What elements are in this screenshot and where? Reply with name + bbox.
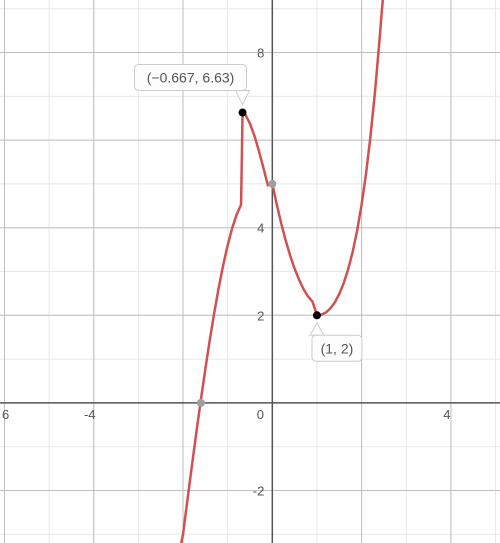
y-tick-label: 4 [257, 221, 264, 236]
chart-container: -4 0 4 -2 2 4 8 6 (−0.667, 6.63) (1, 2) [0, 0, 500, 543]
y-tick-label: 8 [257, 46, 264, 61]
x-tick-label: -4 [84, 407, 96, 422]
curve-plot: -4 0 4 -2 2 4 8 6 (−0.667, 6.63) (1, 2) [0, 0, 500, 543]
intercept-point [197, 399, 205, 407]
x-tick-label: 4 [443, 407, 450, 422]
extremum-point [313, 311, 321, 319]
extremum-point [239, 109, 247, 117]
intercept-point [268, 180, 276, 188]
y-tick-label: 2 [257, 308, 264, 323]
callout-label: (1, 2) [321, 340, 354, 356]
callout-label: (−0.667, 6.63) [147, 70, 235, 86]
x-tick-label: 0 [257, 407, 264, 422]
y-tick-label: -2 [253, 483, 265, 498]
x-tick-label-edge: 6 [2, 407, 9, 422]
